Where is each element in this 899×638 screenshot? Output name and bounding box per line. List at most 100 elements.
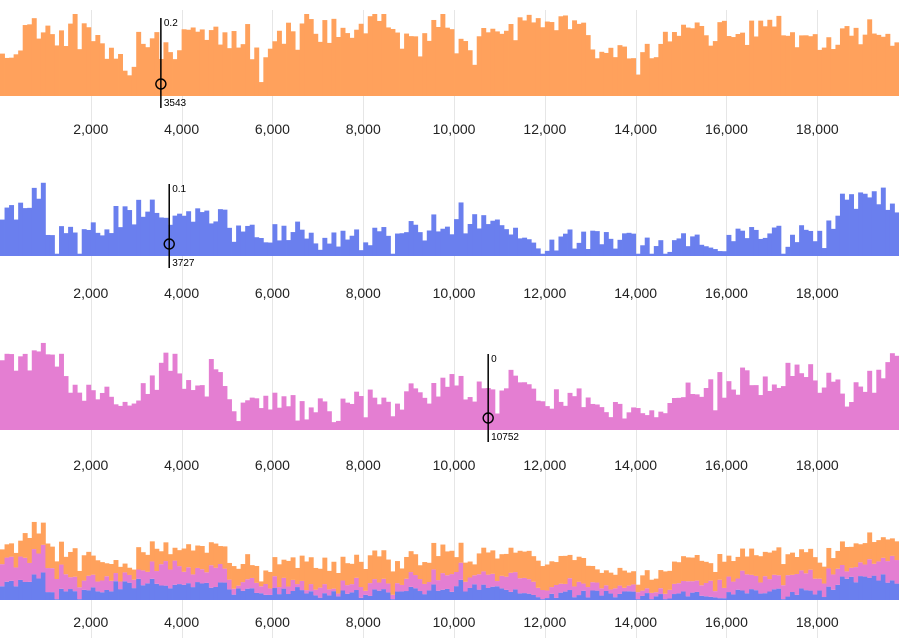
histogram-bar <box>4 207 10 256</box>
stacked-bar-blue <box>181 584 187 600</box>
histogram-bar <box>431 383 437 430</box>
bars-orange[interactable] <box>0 14 899 97</box>
histogram-bar <box>372 397 378 430</box>
stacked-bar-blue <box>563 591 568 600</box>
histogram-bar <box>404 391 410 430</box>
cursor-value-label: 0.1 <box>172 184 186 195</box>
stacked-bar-pink <box>753 575 759 591</box>
stacked-bar-orange <box>127 567 133 575</box>
stacked-bar-orange <box>653 578 659 593</box>
histogram-bar <box>703 246 709 256</box>
histogram-bar <box>513 375 519 430</box>
stacked-bar-orange <box>513 552 519 573</box>
panel-blue[interactable]: 2,000 4,000 6,000 8,000 10,000 12,000 14… <box>0 146 899 310</box>
cursor-orange[interactable]: 0.2 3543 <box>155 18 187 109</box>
stacked-bar-blue <box>526 593 532 600</box>
histogram-bar <box>563 233 568 256</box>
stacked-bar-orange <box>272 557 278 577</box>
stacked-bar-orange <box>59 541 64 565</box>
stacked-bar-pink <box>267 588 273 595</box>
histogram-bar <box>385 235 391 256</box>
histogram-bar <box>372 227 378 256</box>
stacked-bar-blue <box>231 594 237 600</box>
histogram-bar <box>286 240 291 256</box>
stacked-bar-orange <box>544 564 550 591</box>
x-tick-label: 12,000 <box>523 457 566 473</box>
histogram-bar <box>59 226 64 256</box>
stacked-bar-orange <box>376 556 382 583</box>
stacked-bar-orange <box>676 562 682 584</box>
stacked-bar-pink <box>331 588 337 592</box>
cursor-handle[interactable] <box>155 78 167 90</box>
histogram-bar <box>195 385 201 430</box>
bars-stacked[interactable] <box>0 521 899 600</box>
histogram-bar <box>685 382 691 430</box>
stacked-bar-pink <box>308 584 314 592</box>
stacked-bar-orange <box>703 561 709 583</box>
stacked-bar-pink <box>63 574 69 592</box>
stacked-bar-orange <box>617 567 623 586</box>
histogram-bar <box>767 233 773 256</box>
stacked-bar-orange <box>31 521 37 550</box>
stacked-bar-pink <box>667 589 673 599</box>
stacked-bar-blue <box>122 581 128 600</box>
histogram-bar <box>612 248 618 256</box>
histogram-bar <box>258 82 264 96</box>
histogram-bar <box>735 394 741 430</box>
histogram-bar <box>195 31 201 96</box>
stacked-bar-blue <box>576 595 582 600</box>
stacked-bar-pink <box>440 573 446 590</box>
stacked-bar-orange <box>490 550 496 574</box>
stacked-bar-blue <box>399 591 405 600</box>
stacked-bar-orange <box>204 552 210 573</box>
histogram-bar <box>776 15 782 97</box>
histogram-bar <box>885 33 891 96</box>
cursor-pink[interactable]: 0 10752 <box>482 354 519 443</box>
x-tick-label: 4,000 <box>164 121 199 137</box>
stacked-bar-pink <box>563 583 568 592</box>
stacked-bar-orange <box>131 569 137 580</box>
stacked-bar-pink <box>671 583 677 595</box>
stacked-bar-orange <box>585 565 591 588</box>
histogram-bar <box>522 382 528 430</box>
stacked-bar-pink <box>417 579 423 592</box>
stacked-bar-blue <box>313 595 319 600</box>
stacked-bar-blue <box>317 597 323 600</box>
stacked-bar-orange <box>267 571 273 589</box>
stacked-bar-blue <box>703 596 709 600</box>
histogram-bar <box>408 383 414 430</box>
histogram-bar <box>354 29 360 97</box>
stacked-bar-blue <box>113 581 119 600</box>
stacked-bar-blue <box>685 596 691 600</box>
stacked-bar-pink <box>649 592 655 600</box>
histogram-bar <box>426 40 432 96</box>
histogram-bar <box>63 46 69 96</box>
panel-pink[interactable]: 2,000 4,000 6,000 8,000 10,000 12,000 14… <box>0 310 899 482</box>
cursor-handle[interactable] <box>163 238 175 250</box>
histogram-bar <box>585 35 591 96</box>
bars-pink[interactable] <box>0 342 899 430</box>
histogram-bar <box>267 48 273 96</box>
stacked-bar-pink <box>45 568 51 593</box>
panel-stacked[interactable]: 2,000 4,000 6,000 8,000 10,000 12,000 14… <box>0 482 899 638</box>
stacked-bar-blue <box>581 590 587 600</box>
stacked-bar-pink <box>721 587 727 599</box>
panel-orange[interactable]: 2,000 4,000 6,000 8,000 10,000 12,000 14… <box>0 10 899 146</box>
stacked-bar-pink <box>862 564 868 577</box>
stacked-bar-orange <box>167 554 173 570</box>
stacked-bar-blue <box>95 591 101 600</box>
histogram-bar <box>40 182 46 256</box>
histogram-bar <box>880 36 886 96</box>
stacked-bar-blue <box>440 589 446 600</box>
cursor-handle[interactable] <box>482 412 494 424</box>
histogram-bar <box>830 381 836 430</box>
cursor-blue[interactable]: 0.1 3727 <box>163 184 195 269</box>
histogram-bar <box>131 224 137 256</box>
histogram-bar <box>454 385 459 430</box>
histogram-bar <box>508 234 514 256</box>
stacked-bar-blue <box>49 592 55 600</box>
stacked-bar-blue <box>862 576 868 600</box>
histogram-bar <box>626 58 632 96</box>
stacked-bar-blue <box>653 596 659 600</box>
bars-blue[interactable] <box>0 182 899 256</box>
